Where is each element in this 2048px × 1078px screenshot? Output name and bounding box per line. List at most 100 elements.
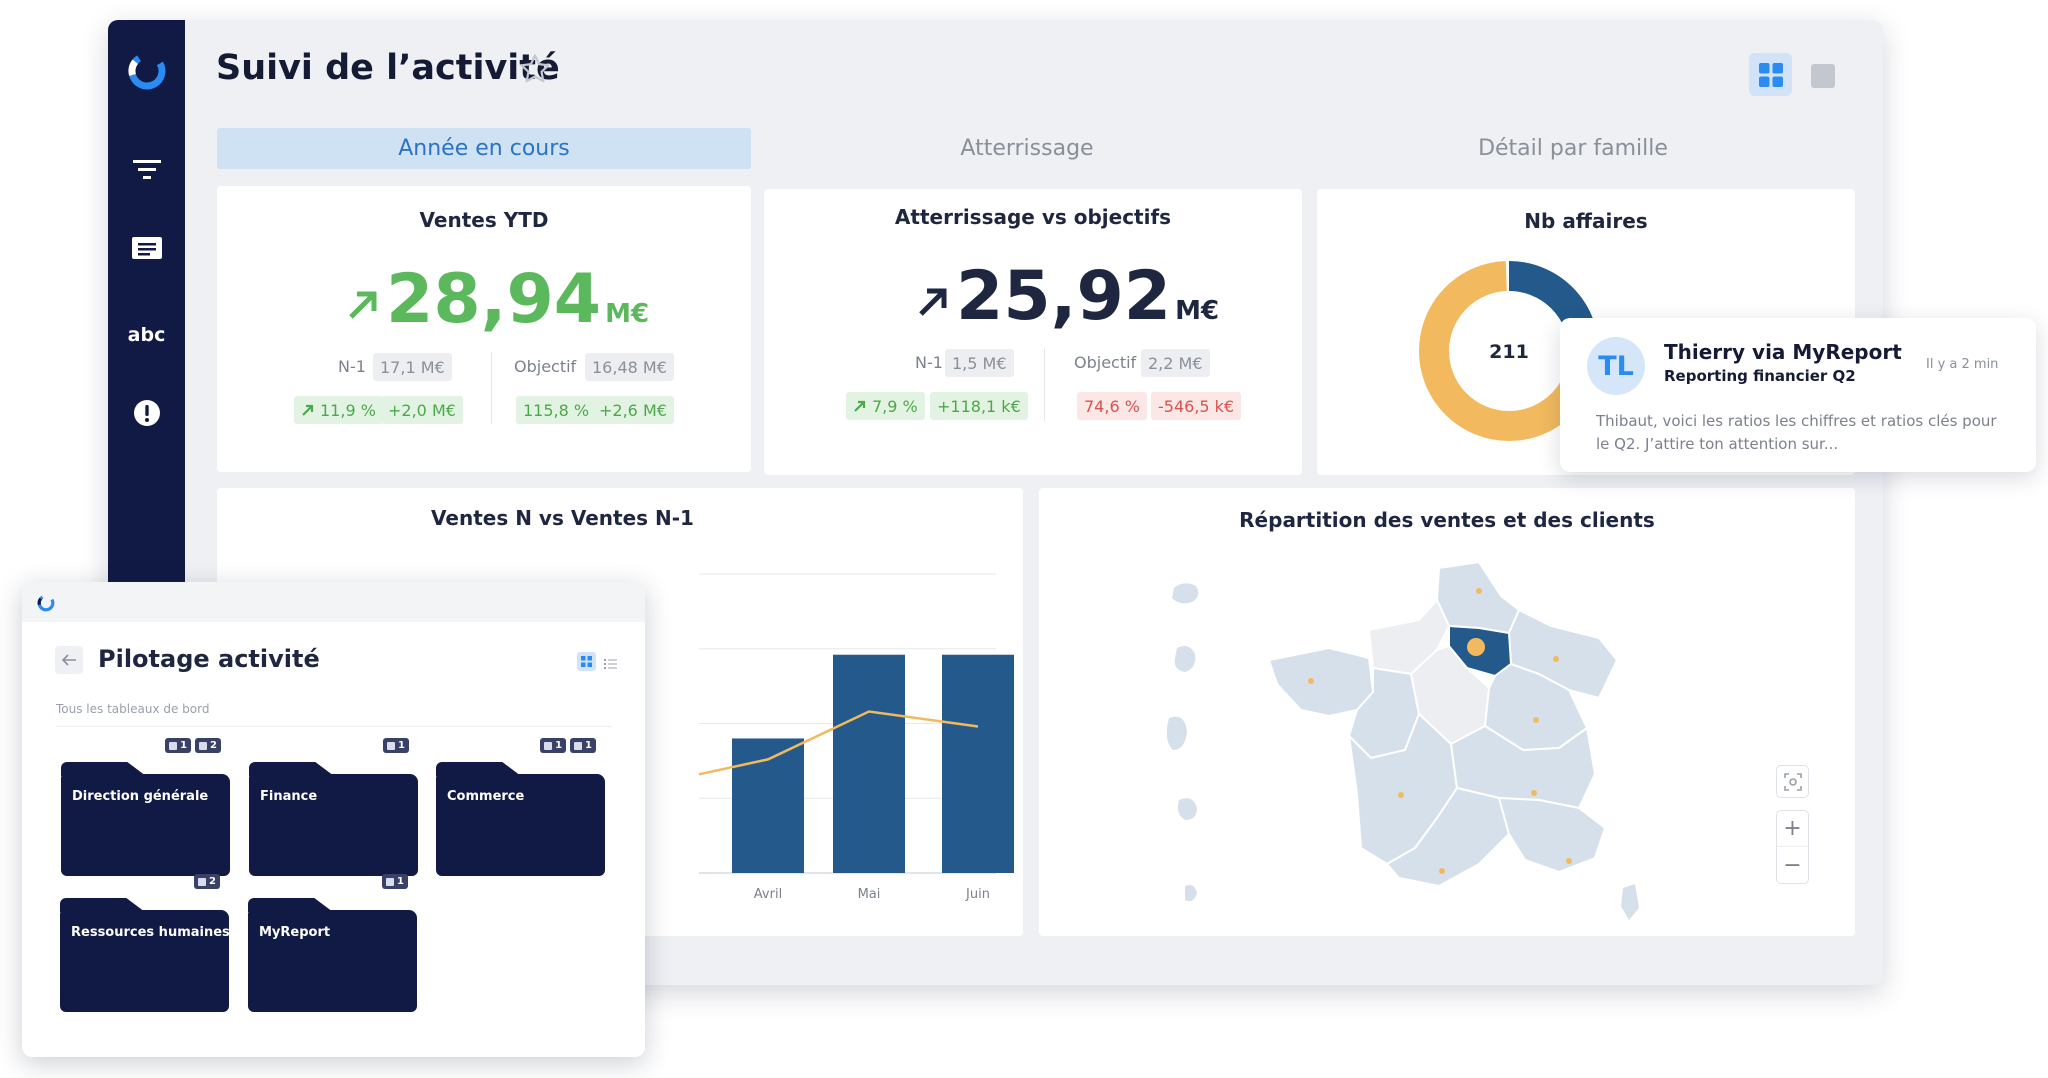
bar[interactable] [732, 738, 804, 873]
trend-up-icon [302, 404, 314, 416]
value-number: 28,94 [386, 260, 602, 339]
folder-name: Direction générale [72, 789, 209, 804]
map-marker[interactable] [1566, 858, 1572, 864]
pilotage-window: Pilotage activité Tous les tableaux de b… [22, 582, 645, 1057]
region-bretagne[interactable] [1267, 646, 1375, 718]
objectif-value: 16,48 M€ [585, 353, 674, 381]
overlay-title: Pilotage activité [98, 645, 320, 673]
x-tick-label: Avril [754, 887, 782, 902]
region-hauts-de-france[interactable] [1435, 560, 1521, 635]
map-zoom-controls: + − [1776, 810, 1809, 884]
value-number: 25,92 [956, 257, 1172, 336]
map-marker-large[interactable] [1467, 638, 1485, 656]
list-icon [604, 659, 617, 669]
alert-icon[interactable] [108, 397, 185, 429]
map-marker[interactable] [1398, 792, 1404, 798]
map-marker[interactable] [1533, 717, 1539, 723]
objectif-percent: 74,6 % [1077, 392, 1147, 420]
ventes-ytd-value: 28,94 M€ [346, 260, 649, 339]
tab-atterrissage[interactable]: Atterrissage [960, 136, 1094, 161]
window-titlebar [22, 582, 645, 622]
bar[interactable] [942, 654, 1014, 873]
dashboard-badge: 1 [540, 738, 567, 753]
grid-view-button[interactable] [577, 652, 596, 671]
star-icon[interactable] [518, 52, 552, 90]
notification-time: Il y a 2 min [1926, 357, 1999, 372]
map-marker[interactable] [1553, 656, 1559, 662]
value-unit: M€ [1175, 296, 1220, 326]
ventes-ytd-card[interactable]: Ventes YTD 28,94 M€ N-1 17,1 M€ Objectif… [217, 186, 751, 472]
filter-icon[interactable] [108, 155, 185, 185]
divider [1044, 349, 1045, 421]
report-badge: 2 [195, 738, 221, 753]
app-logo-icon[interactable] [36, 593, 56, 613]
notification-sender: Thierry via MyReport [1664, 340, 1902, 364]
x-tick-label: Mai [858, 887, 881, 902]
line-series [698, 710, 979, 776]
region-corse[interactable] [1621, 884, 1639, 920]
atterrissage-card[interactable]: Atterrissage vs objectifs 25,92 M€ N-1 1… [764, 189, 1302, 475]
comment-icon[interactable] [108, 235, 185, 265]
bar-line-chart: Avril Mai Juin [698, 573, 1014, 902]
grid-icon [1758, 62, 1783, 87]
objectif-amount: +2,6 M€ [592, 396, 674, 424]
report-badge: 1 [570, 738, 596, 753]
notification-subject: Reporting financier Q2 [1664, 367, 1856, 385]
bar[interactable] [833, 654, 905, 873]
map-card[interactable]: Répartition des ventes et des clients [1039, 488, 1855, 936]
notification-message-line1: Thibaut, voici les ratios les chiffres e… [1596, 412, 1997, 430]
overlay-subtitle: Tous les tableaux de bord [56, 702, 210, 716]
focus-icon [1783, 772, 1802, 791]
list-view-button[interactable] [604, 655, 617, 674]
zoom-in-button[interactable]: + [1777, 811, 1808, 847]
app-logo-icon[interactable] [108, 48, 185, 94]
card-title: Ventes YTD [419, 208, 549, 232]
objectif-amount: -546,5 k€ [1151, 392, 1242, 420]
atterrissage-value: 25,92 M€ [916, 257, 1219, 336]
value-unit: M€ [605, 299, 650, 329]
map-focus-button[interactable] [1776, 765, 1809, 798]
x-tick-label: Juin [965, 887, 990, 902]
overseas-territory [1177, 798, 1197, 820]
tab-detail-par-famille[interactable]: Détail par famille [1478, 136, 1668, 161]
grid-view-button[interactable] [1749, 53, 1792, 96]
divider [56, 726, 612, 727]
france-map[interactable] [1039, 488, 1855, 936]
delta-amount: +118,1 k€ [930, 392, 1028, 420]
n1-value: 1,5 M€ [945, 349, 1014, 377]
delta-percent: 7,9 % [846, 392, 925, 420]
sidebar-text-item[interactable]: abc [127, 324, 166, 346]
single-view-button[interactable] [1811, 64, 1835, 88]
region-paca[interactable] [1497, 796, 1607, 874]
overseas-territory [1172, 583, 1199, 604]
n1-label: N-1 [915, 353, 943, 372]
notification-message-line2: le Q2. J’attire ton attention sur... [1596, 435, 1839, 453]
back-button[interactable] [55, 646, 83, 674]
objectif-value: 2,2 M€ [1141, 349, 1210, 377]
report-badge: 1 [383, 738, 409, 753]
overseas-territory [1166, 716, 1187, 750]
map-marker[interactable] [1531, 790, 1537, 796]
notification-card[interactable]: TL Thierry via MyReport Reporting financ… [1560, 318, 2036, 472]
dashboard-badge: 1 [165, 738, 192, 753]
objectif-label: Objectif [514, 357, 577, 376]
folder-name: Ressources humaines [71, 925, 230, 940]
delta-amount: +2,0 M€ [381, 396, 463, 424]
trend-up-icon [919, 288, 947, 316]
map-marker[interactable] [1308, 678, 1314, 684]
folder-name: Finance [260, 789, 318, 804]
folder-name: MyReport [259, 925, 331, 940]
card-title: Nb affaires [1524, 209, 1648, 233]
delta-percent-text: 11,9 % [320, 400, 376, 420]
tab-annee-en-cours[interactable]: Année en cours [217, 128, 751, 169]
n1-value: 17,1 M€ [373, 353, 452, 381]
overseas-territory [1174, 646, 1196, 672]
donut-slice[interactable] [1419, 261, 1599, 441]
divider [491, 352, 492, 424]
page-title: Suivi de l’activité [216, 48, 560, 88]
zoom-out-button[interactable]: − [1783, 852, 1802, 878]
n1-label: N-1 [338, 357, 366, 376]
map-marker[interactable] [1439, 868, 1445, 874]
delta-percent: 11,9 % [294, 396, 383, 424]
map-marker[interactable] [1476, 588, 1482, 594]
